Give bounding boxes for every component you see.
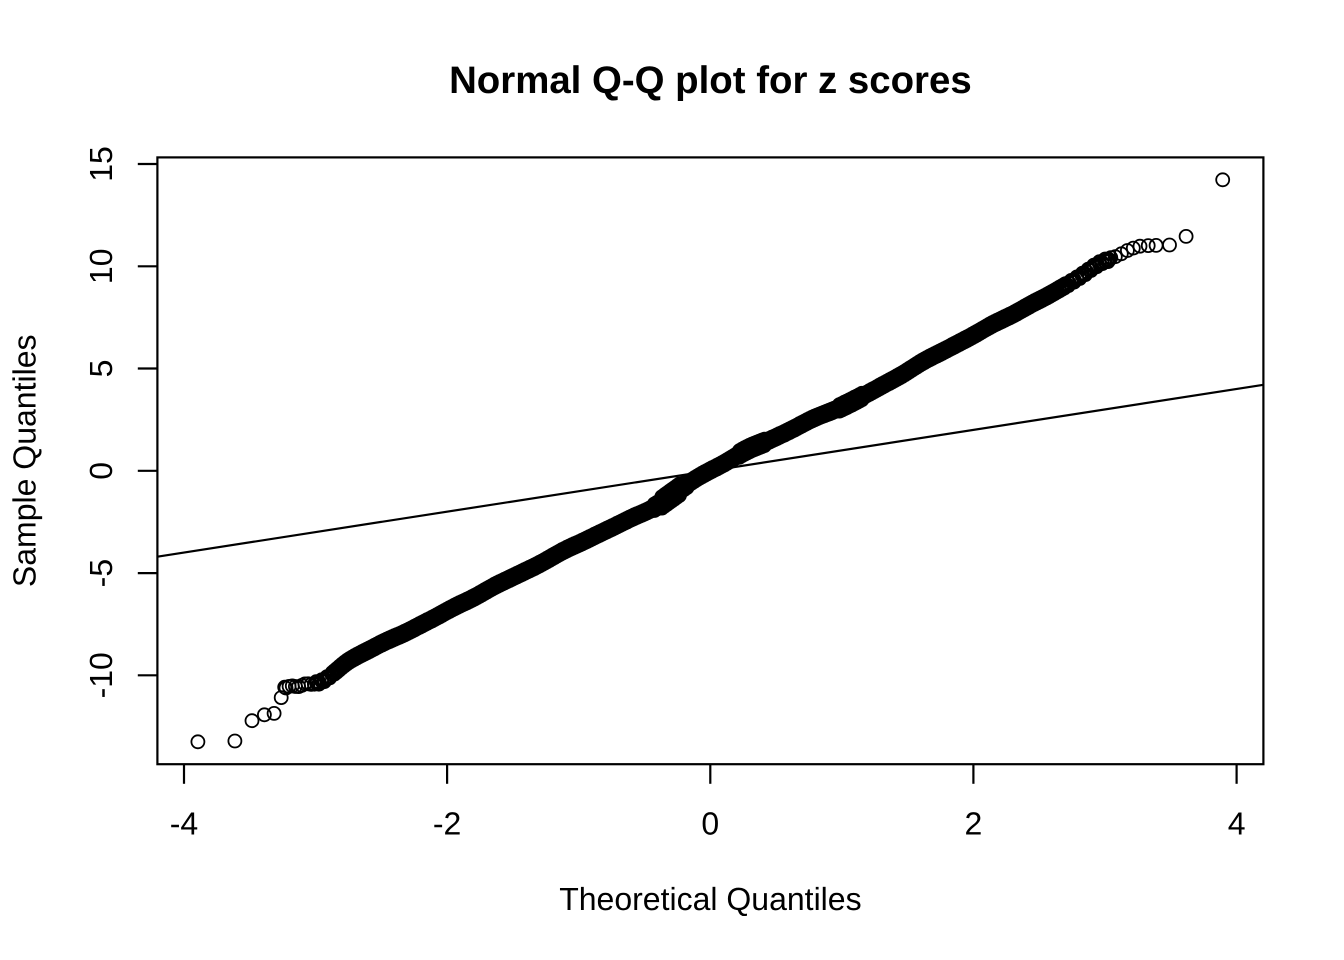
svg-text:-2: -2 [433, 806, 461, 842]
svg-text:0: 0 [83, 462, 119, 480]
svg-text:Sample Quantiles: Sample Quantiles [6, 335, 42, 588]
svg-text:-4: -4 [170, 806, 198, 842]
svg-text:10: 10 [83, 249, 119, 285]
svg-text:0: 0 [701, 806, 719, 842]
svg-text:Theoretical Quantiles: Theoretical Quantiles [559, 881, 861, 917]
svg-text:15: 15 [83, 146, 119, 182]
svg-text:2: 2 [965, 806, 983, 842]
svg-text:-10: -10 [83, 652, 119, 698]
svg-text:5: 5 [83, 360, 119, 378]
svg-text:4: 4 [1228, 806, 1246, 842]
svg-text:Normal Q-Q plot for z scores: Normal Q-Q plot for z scores [449, 59, 972, 102]
svg-text:-5: -5 [83, 559, 119, 587]
